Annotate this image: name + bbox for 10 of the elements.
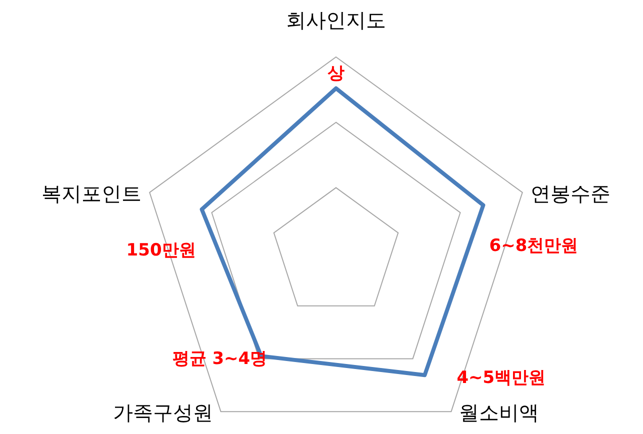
text: 150만원 xyxy=(126,240,196,260)
text: 6~8천만원 xyxy=(489,236,578,256)
spoke-label: 연봉수준 xyxy=(530,181,610,206)
spoke-label: 회사인지도 xyxy=(286,8,386,32)
spoke-label: 복지포인트 xyxy=(42,181,142,206)
text: 상 xyxy=(328,63,344,84)
spoke-label: 가족구성원 xyxy=(112,400,213,425)
text: 4~5백만원 xyxy=(456,368,546,388)
spoke-label: 월소비액 xyxy=(459,400,540,425)
text: 평균 3~4명 xyxy=(172,349,268,370)
